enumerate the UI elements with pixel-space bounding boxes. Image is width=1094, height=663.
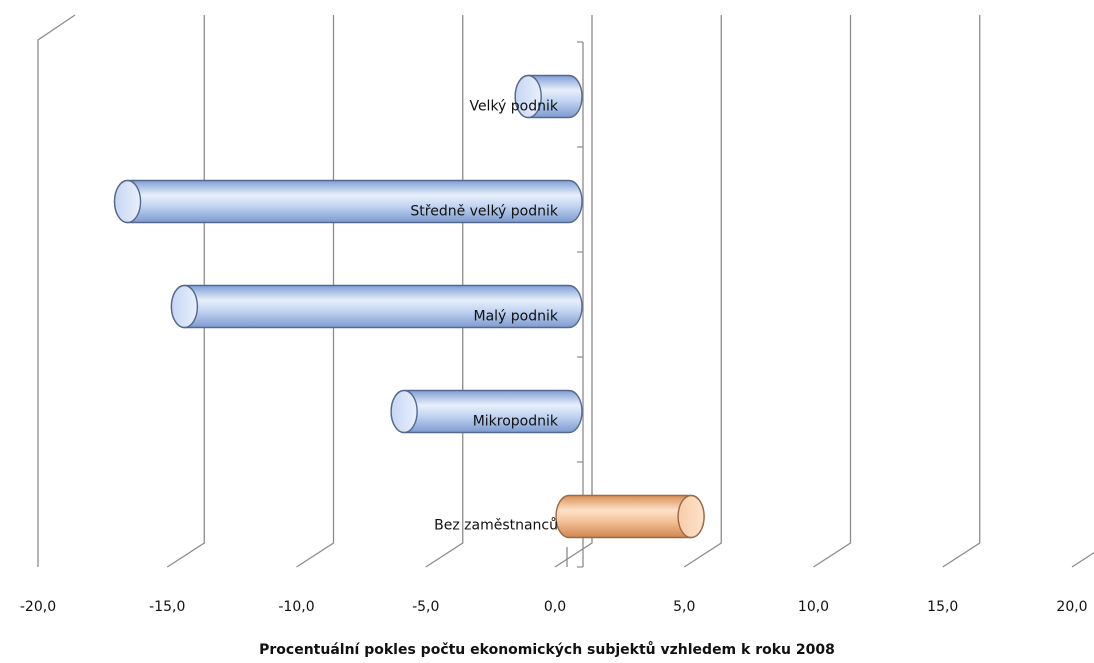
x-tick-label: 10,0 bbox=[798, 599, 829, 615]
bar bbox=[390, 389, 583, 434]
grid-layer bbox=[37, 14, 1094, 568]
gridline bbox=[942, 15, 981, 568]
bar-cap bbox=[514, 74, 542, 119]
gridline bbox=[683, 15, 722, 568]
x-tick-label: -20,0 bbox=[20, 599, 56, 615]
x-tick-label: -5,0 bbox=[412, 599, 439, 615]
x-tick-label: 0,0 bbox=[544, 599, 566, 615]
bars-layer bbox=[113, 74, 705, 539]
bar-cap bbox=[390, 389, 418, 434]
bar bbox=[170, 284, 583, 329]
bar-cap bbox=[170, 284, 199, 329]
x-tick-label: 20,0 bbox=[1056, 599, 1087, 615]
x-tick-label: 15,0 bbox=[927, 599, 958, 615]
bar bbox=[514, 74, 583, 119]
category-label: Malý podnik bbox=[474, 309, 559, 325]
category-label: Bez zaměstnanců bbox=[434, 518, 558, 534]
x-tick-label: -10,0 bbox=[278, 599, 314, 615]
gridline bbox=[813, 15, 852, 568]
category-label: Mikropodnik bbox=[473, 414, 559, 430]
bar bbox=[555, 494, 705, 539]
bar-cap bbox=[677, 494, 705, 539]
x-tick-label: -15,0 bbox=[149, 599, 185, 615]
x-axis-title: Procentuální pokles počtu ekonomických s… bbox=[259, 641, 835, 658]
category-label: Středně velký podnik bbox=[410, 204, 558, 220]
labels-layer: -20,0 -15,0 -10,0 -5,0 0,0 5,0 10,0 15,0 20,0 Vel… bbox=[20, 99, 1088, 616]
gridline bbox=[37, 14, 76, 567]
gridline bbox=[1071, 551, 1094, 568]
x-tick-label: 5,0 bbox=[673, 599, 695, 615]
bar bbox=[113, 179, 583, 224]
bar-cap bbox=[113, 179, 142, 224]
category-label: Velký podnik bbox=[469, 99, 558, 115]
